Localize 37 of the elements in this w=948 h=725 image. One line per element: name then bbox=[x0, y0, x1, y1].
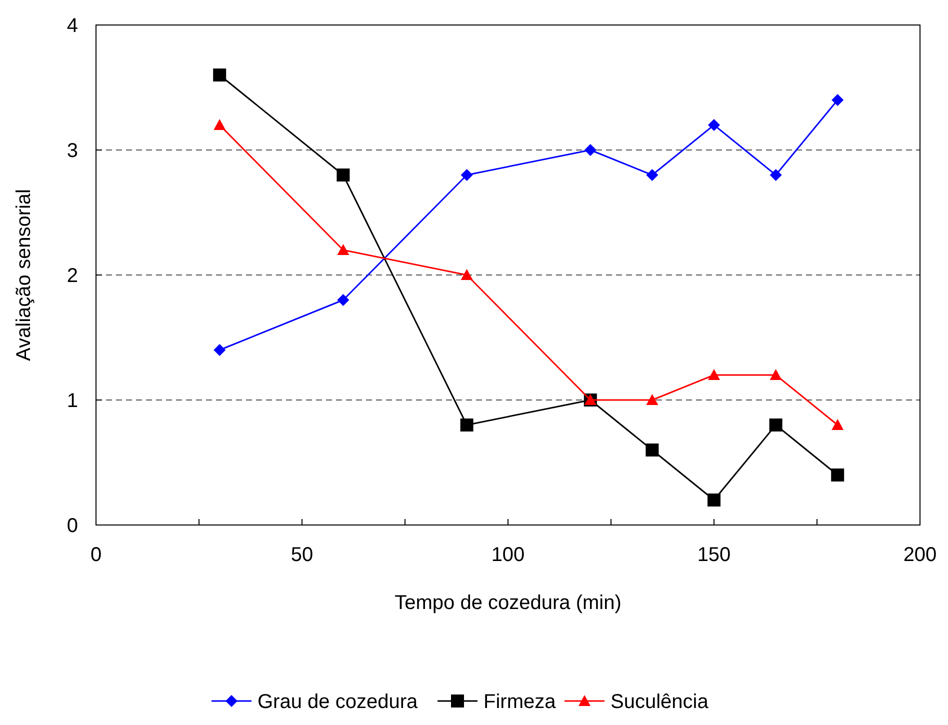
x-tick-label: 50 bbox=[290, 544, 314, 566]
point bbox=[708, 119, 720, 131]
point bbox=[646, 169, 658, 181]
point bbox=[584, 144, 596, 156]
point bbox=[832, 94, 844, 106]
point bbox=[646, 444, 659, 456]
x-tick-label: 0 bbox=[90, 544, 102, 566]
y-axis-title: Avaliação sensorial bbox=[13, 189, 35, 361]
y-tick-label: 4 bbox=[66, 15, 78, 37]
y-tick-label: 0 bbox=[66, 515, 78, 537]
point bbox=[460, 169, 473, 181]
point bbox=[460, 269, 473, 280]
x-axis-title: Tempo de cozedura (min) bbox=[394, 592, 622, 614]
point bbox=[769, 418, 782, 432]
point bbox=[336, 168, 350, 182]
y-tick-label: 2 bbox=[66, 265, 78, 287]
point bbox=[708, 369, 720, 380]
y-tick-label: 3 bbox=[66, 140, 78, 162]
point bbox=[337, 294, 350, 306]
legend-label: Firmeza bbox=[484, 691, 557, 713]
x-tick-label: 200 bbox=[903, 544, 937, 566]
legend-label: Suculência bbox=[610, 691, 710, 713]
x-tick-label: 150 bbox=[697, 544, 731, 566]
point bbox=[770, 169, 782, 181]
point bbox=[708, 494, 720, 506]
point bbox=[832, 419, 844, 430]
point bbox=[646, 394, 658, 405]
y-tick-label: 1 bbox=[66, 390, 78, 412]
point bbox=[214, 119, 226, 130]
point bbox=[337, 244, 350, 255]
point bbox=[214, 344, 226, 356]
point bbox=[831, 468, 844, 482]
x-tick-label: 100 bbox=[491, 544, 525, 566]
point bbox=[213, 68, 226, 82]
point bbox=[460, 418, 474, 432]
point bbox=[770, 369, 782, 380]
legend-label: Grau de cozedura bbox=[258, 691, 418, 713]
